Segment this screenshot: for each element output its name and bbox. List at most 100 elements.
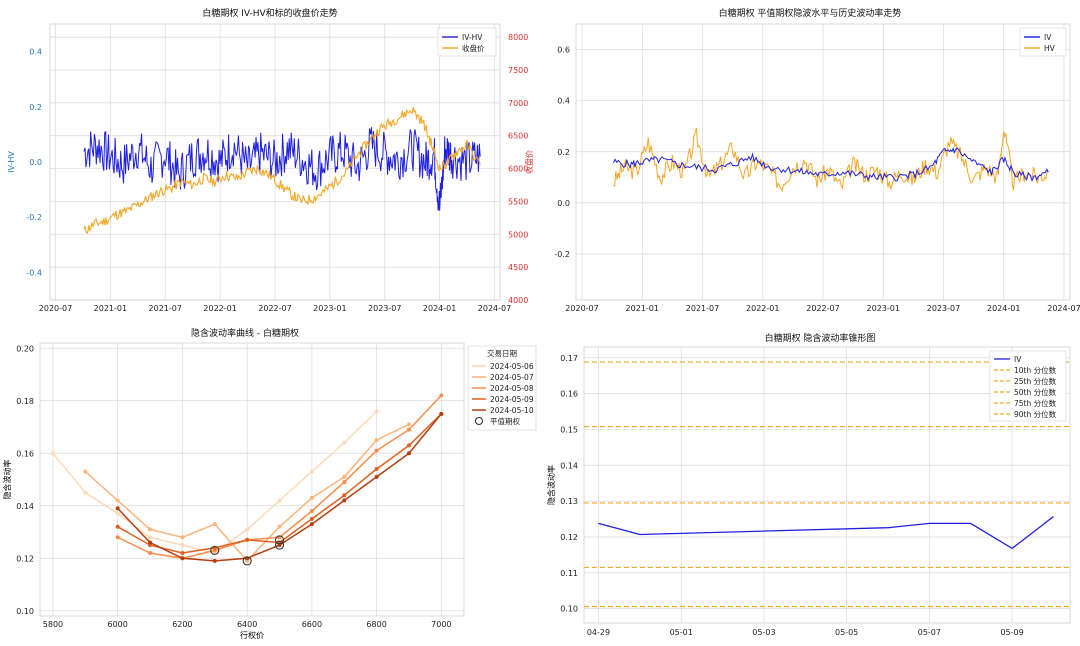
x-tick-label: 2022-07	[806, 304, 839, 313]
y-tick-label: 0.2	[29, 103, 42, 112]
legend-label: 2024-05-08	[490, 384, 534, 393]
legend-label: 2024-05-06	[490, 362, 534, 371]
x-tick-label: 04-29	[587, 628, 610, 637]
x-axis-label: 行权价	[240, 630, 264, 640]
y2-tick-label: 7500	[508, 66, 528, 75]
smile-point	[245, 527, 250, 532]
y-tick-label: 0.11	[560, 569, 578, 578]
legend-label: 2024-05-09	[490, 395, 534, 404]
x-tick-label: 2023-07	[927, 304, 960, 313]
y-tick-label: 0.4	[557, 97, 570, 106]
x-tick-label: 05-05	[835, 628, 858, 637]
y-tick-label: 0.18	[16, 397, 34, 406]
smile-point	[309, 516, 314, 521]
y-tick-label: 0.2	[557, 148, 570, 157]
chart-title: 白糖期权 隐含波动率锥形图	[765, 332, 876, 344]
y-tick-label: -0.2	[554, 250, 570, 259]
smile-point	[309, 509, 314, 513]
y2-tick-label: 7000	[508, 99, 528, 108]
smile-point	[83, 490, 88, 495]
legend-label: 平值期权	[490, 416, 520, 426]
smile-point	[342, 480, 347, 485]
smile-point	[115, 506, 120, 511]
smile-point	[180, 535, 185, 540]
y-tick-label: 0.14	[16, 502, 34, 511]
y-tick-label: 0.16	[560, 390, 578, 399]
y-tick-label: 0.15	[560, 425, 578, 434]
smile-point	[180, 551, 185, 555]
y-tick-label: 0.12	[560, 533, 578, 542]
x-tick-label: 05-03	[752, 628, 775, 637]
x-tick-label: 2024-01	[987, 304, 1020, 313]
x-tick-label: 6400	[237, 620, 257, 629]
plot-frame	[49, 23, 501, 301]
y-tick-label: 0.0	[29, 158, 42, 167]
x-tick-label: 2024-07	[1047, 304, 1080, 313]
chart-title: 白糖期权 IV-HV和标的收盘价走势	[202, 7, 337, 19]
x-tick-label: 2020-07	[39, 304, 72, 313]
legend-label: IV	[1014, 355, 1022, 364]
y-tick-label: 0.10	[16, 607, 34, 616]
y-axis-label: 隐含波动率	[2, 460, 12, 500]
smile-point	[212, 522, 217, 527]
smile-point	[277, 524, 282, 529]
smile-point	[180, 543, 185, 548]
x-tick-label: 5800	[43, 620, 63, 629]
atm-iv-hv-chart: 白糖期权 平值期权隐波水平与历史波动率走势 -0.2 0.0 0.2 0.4 0.6 20…	[554, 7, 1080, 313]
y2-tick-label: 8000	[508, 33, 528, 42]
smile-point	[148, 527, 153, 532]
y-tick-label: -0.2	[26, 213, 42, 222]
y2-tick-label: 5500	[508, 197, 528, 206]
smile-point	[50, 451, 55, 456]
smile-point	[406, 451, 411, 456]
series-line-hv	[613, 128, 1049, 192]
iv-smile-chart: 隐含波动率曲线 - 白糖期权 0.10 0.12 0.14 0.16 0.18 0.20 5…	[2, 327, 537, 640]
legend-label: 75th 分位数	[1014, 398, 1057, 408]
x-tick-label: 6000	[107, 620, 127, 629]
legend-title: 交易日期	[487, 348, 517, 358]
y-tick-label: 0.16	[16, 449, 34, 458]
x-tick-label: 2023-07	[368, 304, 401, 313]
y-tick-label: 0.14	[560, 461, 578, 470]
series-line-iv-hv	[83, 127, 481, 211]
y2-tick-label: 6500	[508, 132, 528, 141]
x-tick-label: 05-07	[918, 628, 941, 637]
legend-label: 2024-05-07	[490, 373, 534, 382]
y2-tick-label: 4500	[508, 263, 528, 272]
atm-marker	[210, 545, 220, 555]
y2-axis-label: 收盘价	[524, 150, 534, 174]
legend	[437, 27, 497, 57]
x-tick-label: 6800	[366, 620, 386, 629]
y-tick-label: 0.20	[16, 344, 34, 353]
smile-point	[115, 535, 120, 540]
series-line-iv	[612, 147, 1049, 182]
smile-point	[309, 495, 314, 500]
legend-label: 50th 分位数	[1014, 387, 1057, 397]
series-line-close	[83, 107, 481, 235]
y-tick-label: 0.12	[16, 554, 34, 563]
legend	[989, 350, 1067, 422]
x-tick-label: 05-01	[670, 628, 693, 637]
x-tick-label: 7000	[431, 620, 451, 629]
x-tick-label: 2021-07	[149, 304, 182, 313]
x-tick-label: 2022-07	[258, 304, 291, 313]
smile-point	[83, 469, 88, 474]
x-tick-label: 2021-07	[686, 304, 719, 313]
x-tick-label: 2020-07	[565, 304, 598, 313]
smile-point	[212, 558, 217, 563]
legend-swatch	[474, 416, 484, 426]
legend-label: IV	[1044, 33, 1052, 42]
legend-label: 收盘价	[462, 43, 485, 53]
atm-marker	[274, 535, 285, 545]
y2-tick-label: 4000	[508, 296, 528, 305]
smile-point	[115, 524, 120, 529]
legend-label: 90th 分位数	[1014, 409, 1057, 419]
y-axis-label: 隐含波动率	[546, 465, 556, 505]
smile-point	[406, 422, 411, 427]
legend-label: 25th 分位数	[1014, 376, 1057, 386]
plot-frame	[39, 342, 465, 617]
plot-frame	[575, 23, 1071, 301]
x-tick-label: 2023-01	[867, 304, 900, 313]
smile-point	[309, 522, 314, 527]
legend-label: IV-HV	[462, 33, 483, 42]
